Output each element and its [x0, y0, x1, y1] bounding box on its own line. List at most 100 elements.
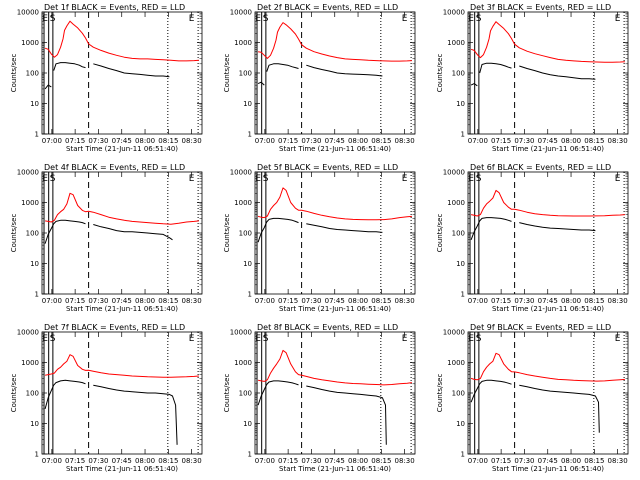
y-tick-label: 1 — [248, 291, 252, 299]
x-tick-label: 08:15 — [371, 457, 391, 465]
x-tick-label: 08:15 — [371, 137, 391, 145]
event-marker-label: E — [615, 334, 621, 344]
y-tick-label: 1 — [461, 451, 465, 459]
plot-frame — [41, 171, 203, 295]
x-tick-label: 07:00 — [42, 457, 62, 465]
series-events-line — [470, 62, 596, 87]
x-tick-label: 08:30 — [182, 137, 202, 145]
y-tick-label: 10 — [243, 100, 252, 108]
event-marker-label: E — [189, 14, 195, 24]
y-tick-label: 10 — [243, 260, 252, 268]
y-tick-label: 1 — [461, 131, 465, 139]
y-tick-label: 10 — [456, 420, 465, 428]
x-axis-label: Start Time (21-Jun-11 06:51:40) — [492, 465, 604, 473]
panel-det-1: Det 1f BLACK = Events, RED = LLD 1 10 100 10… — [10, 3, 203, 153]
y-tick-label: 100 — [26, 230, 39, 238]
y-tick-label: 10 — [243, 420, 252, 428]
x-tick-label: 07:45 — [538, 297, 558, 305]
x-tick-label: 07:00 — [42, 137, 62, 145]
x-tick-label: 08:30 — [182, 297, 202, 305]
y-tick-label: 100 — [239, 230, 252, 238]
x-axis-label: Start Time (21-Jun-11 06:51:40) — [492, 305, 604, 313]
x-tick-label: 07:45 — [325, 137, 345, 145]
x-tick-label: 08:00 — [561, 297, 581, 305]
panel-det-3: Det 3f BLACK = Events, RED = LLD 1 10 100 10… — [436, 3, 629, 153]
x-tick-label: 07:45 — [325, 297, 345, 305]
event-marker-label: S — [263, 174, 269, 184]
event-marker-label: S — [263, 334, 269, 344]
y-axis-label: Counts/sec — [436, 214, 444, 253]
y-axis-label: Counts/sec — [436, 54, 444, 93]
x-tick-label: 07:30 — [88, 297, 108, 305]
x-tick-label: 08:30 — [182, 457, 202, 465]
x-tick-label: 07:45 — [112, 137, 132, 145]
event-marker-label: E — [468, 334, 474, 344]
x-tick-label: 08:15 — [371, 297, 391, 305]
x-axis-label: Start Time (21-Jun-11 06:51:40) — [66, 465, 178, 473]
y-axis-label: Counts/sec — [436, 374, 444, 413]
x-tick-label: 07:45 — [112, 297, 132, 305]
x-tick-label: 08:15 — [584, 457, 604, 465]
series-group — [470, 352, 625, 433]
series-events-line — [44, 219, 173, 244]
x-tick-label: 07:30 — [301, 137, 321, 145]
x-axis-label: Start Time (21-Jun-11 06:51:40) — [279, 465, 391, 473]
x-tick-label: 08:15 — [158, 457, 178, 465]
event-marker-label: E — [615, 14, 621, 24]
panel-det-4: Det 4f BLACK = Events, RED = LLD 1 10 100 10… — [10, 163, 203, 313]
series-group — [44, 20, 199, 90]
event-marker-label: S — [476, 14, 482, 24]
plot-frame — [41, 11, 203, 135]
event-marker-label: E — [402, 14, 408, 24]
y-tick-label: 100 — [452, 390, 465, 398]
y-tick-label: 10000 — [230, 169, 252, 177]
y-tick-label: 10 — [30, 100, 39, 108]
series-lld-line — [44, 354, 199, 378]
series-events-line — [44, 379, 178, 445]
x-tick-label: 07:45 — [325, 457, 345, 465]
y-tick-label: 1 — [248, 451, 252, 459]
event-marker-label: E — [468, 14, 474, 24]
x-tick-label: 07:00 — [468, 137, 488, 145]
y-tick-label: 10000 — [443, 169, 465, 177]
event-marker-label: E — [42, 334, 48, 344]
series-lld-line — [44, 20, 199, 62]
x-tick-label: 07:30 — [88, 457, 108, 465]
panel-title: Det 3f BLACK = Events, RED = LLD — [470, 3, 611, 12]
x-tick-label: 08:30 — [608, 457, 628, 465]
y-axis-label: Counts/sec — [10, 214, 18, 253]
x-tick-label: 08:15 — [584, 137, 604, 145]
x-tick-label: 07:30 — [88, 137, 108, 145]
x-tick-label: 07:15 — [65, 457, 85, 465]
plot-frame — [254, 11, 416, 135]
series-lld-line — [470, 21, 625, 63]
x-tick-label: 07:30 — [514, 297, 534, 305]
x-tick-label: 07:00 — [468, 457, 488, 465]
series-events-line — [257, 380, 387, 445]
series-group — [257, 349, 412, 445]
y-tick-label: 10000 — [443, 329, 465, 337]
x-tick-label: 08:00 — [348, 297, 368, 305]
event-marker-label: E — [42, 14, 48, 24]
y-tick-label: 100 — [239, 390, 252, 398]
x-tick-label: 07:30 — [301, 297, 321, 305]
y-tick-label: 1000 — [21, 39, 39, 47]
panel-title: Det 7f BLACK = Events, RED = LLD — [44, 323, 185, 332]
plot-frame — [467, 11, 629, 135]
event-marker-label: S — [476, 334, 482, 344]
event-marker-label: E — [615, 174, 621, 184]
event-marker-label: E — [402, 334, 408, 344]
panel-title: Det 9f BLACK = Events, RED = LLD — [470, 323, 611, 332]
event-marker-label: E — [42, 174, 48, 184]
panel-det-5: Det 5f BLACK = Events, RED = LLD 1 10 100 10… — [223, 163, 416, 313]
panel-det-2: Det 2f BLACK = Events, RED = LLD 1 10 100 10… — [223, 3, 416, 153]
event-marker-label: E — [402, 174, 408, 184]
y-axis-label: Counts/sec — [10, 54, 18, 93]
y-tick-label: 10000 — [443, 9, 465, 17]
x-tick-label: 08:30 — [395, 297, 415, 305]
series-lld-line — [45, 192, 199, 225]
event-marker-label: E — [468, 174, 474, 184]
x-tick-label: 08:30 — [608, 137, 628, 145]
x-axis-label: Start Time (21-Jun-11 06:51:40) — [66, 305, 178, 313]
y-tick-label: 100 — [26, 70, 39, 78]
